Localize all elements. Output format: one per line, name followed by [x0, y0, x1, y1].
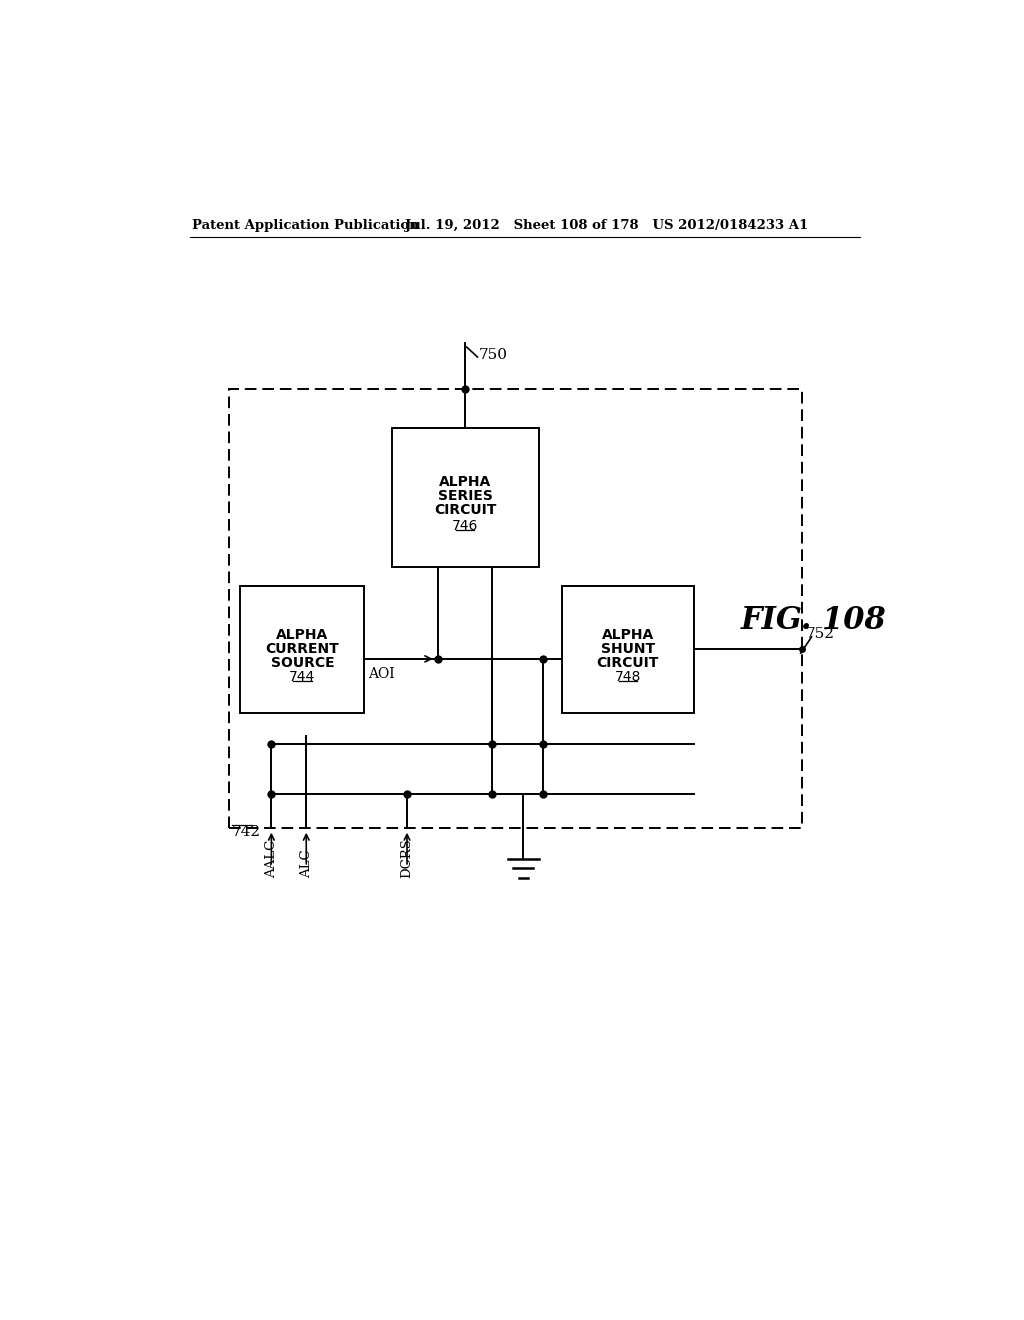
Text: CURRENT: CURRENT	[265, 643, 339, 656]
Text: Jul. 19, 2012   Sheet 108 of 178   US 2012/0184233 A1: Jul. 19, 2012 Sheet 108 of 178 US 2012/0…	[406, 219, 809, 232]
Text: AOI: AOI	[369, 668, 395, 681]
Text: ALPHA: ALPHA	[439, 475, 492, 488]
Text: 748: 748	[614, 671, 641, 684]
Text: ALC: ALC	[300, 850, 312, 878]
Text: 744: 744	[289, 671, 315, 684]
Text: SOURCE: SOURCE	[270, 656, 334, 671]
Text: FIG. 108: FIG. 108	[740, 605, 886, 636]
Text: ALPHA: ALPHA	[602, 628, 654, 643]
Text: 752: 752	[806, 627, 836, 642]
Bar	[391, 428, 539, 566]
Bar	[241, 586, 365, 713]
Text: CIRCUIT: CIRCUIT	[597, 656, 659, 671]
Text: ALPHA: ALPHA	[276, 628, 329, 643]
Text: DCRS: DCRS	[400, 838, 414, 878]
Bar	[562, 586, 693, 713]
Text: CIRCUIT: CIRCUIT	[434, 503, 497, 516]
Text: SERIES: SERIES	[437, 488, 493, 503]
Text: AALC: AALC	[265, 840, 278, 878]
Text: Patent Application Publication: Patent Application Publication	[191, 219, 418, 232]
Text: 742: 742	[231, 825, 261, 840]
Text: SHUNT: SHUNT	[601, 643, 655, 656]
Bar	[228, 389, 802, 829]
Text: 746: 746	[452, 520, 478, 533]
Text: 750: 750	[479, 347, 508, 362]
